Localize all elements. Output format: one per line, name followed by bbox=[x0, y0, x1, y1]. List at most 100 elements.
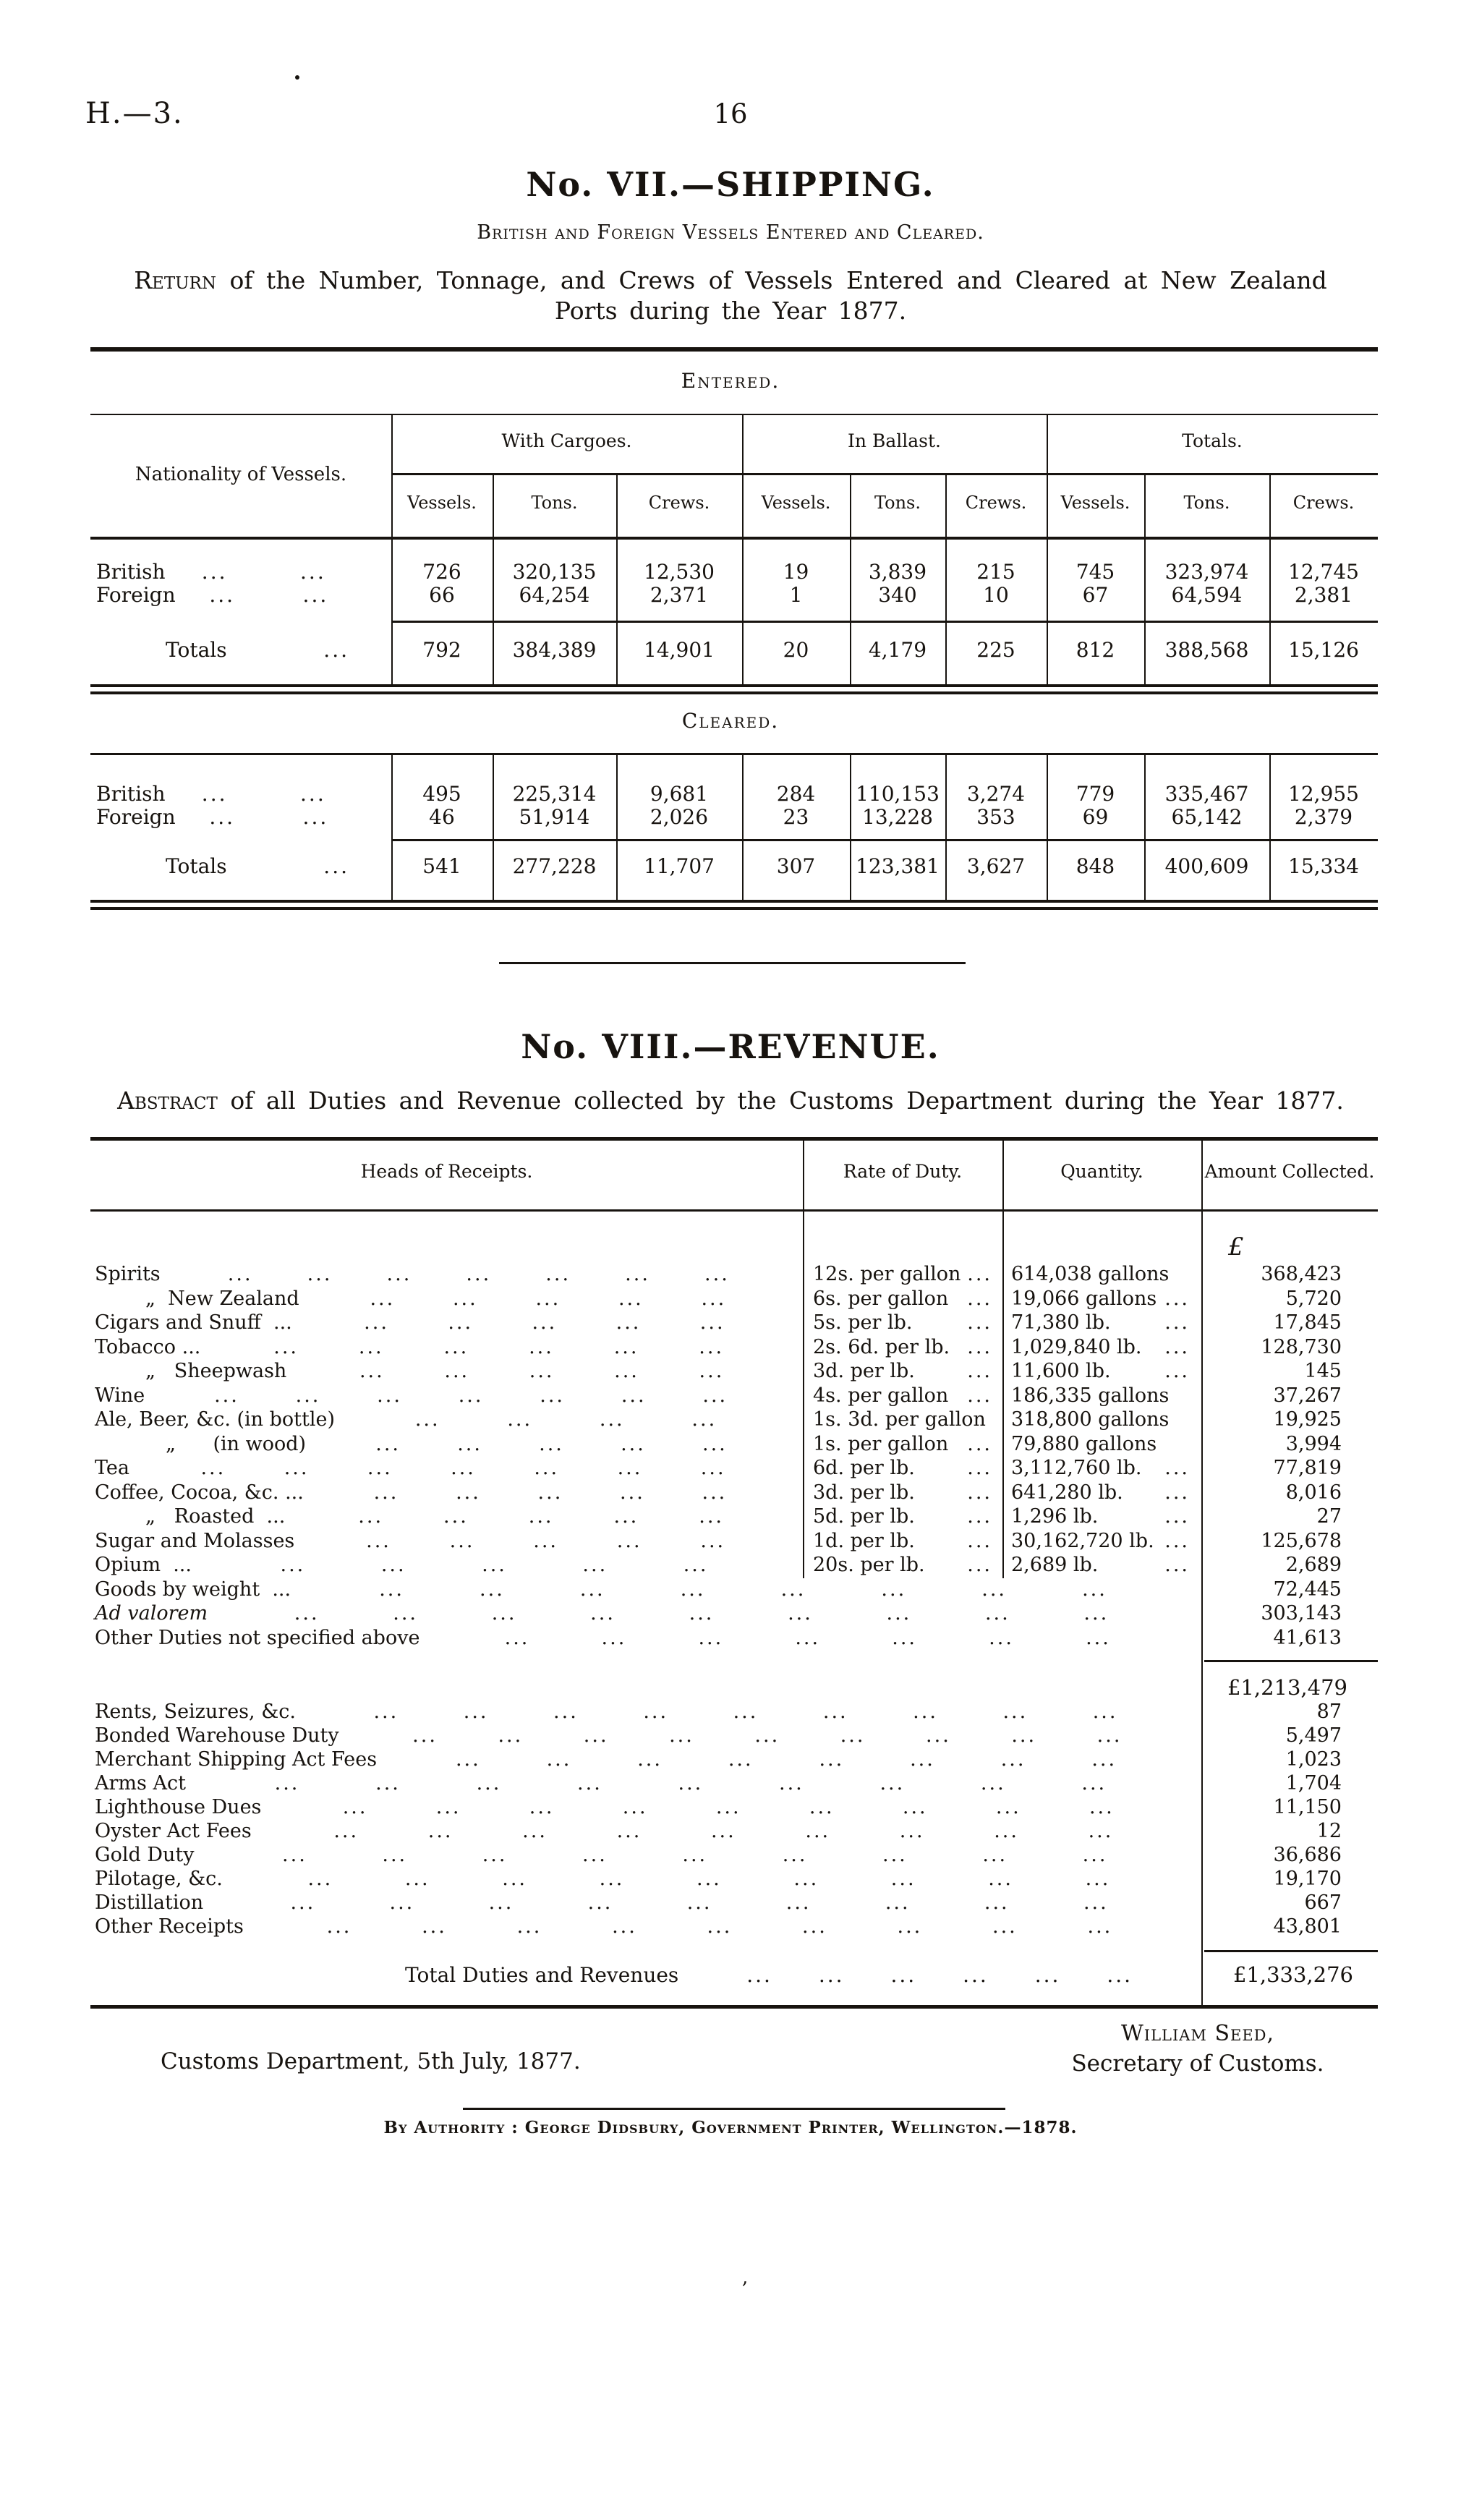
table-row: Other Receipts..........................… bbox=[90, 1915, 1378, 1938]
leader-dots: ... bbox=[967, 1360, 992, 1383]
table-rule bbox=[1201, 1137, 1203, 2005]
head-of-receipt-cell: Ad valorem........................... bbox=[90, 1602, 1201, 1625]
head-of-receipt-cell: „ Sheepwash............... bbox=[90, 1360, 803, 1382]
rate-of-duty-cell: 2s. 6d. per lb.... bbox=[803, 1336, 1002, 1358]
table-rule bbox=[1144, 473, 1146, 684]
leader-dots: ... bbox=[1081, 1772, 1107, 1795]
rate-of-duty-cell: 1s. 3d. per gallon bbox=[803, 1408, 1002, 1431]
leader-dots: ... bbox=[389, 1891, 415, 1914]
abstract-lead-word: Abstract bbox=[117, 1086, 218, 1115]
leader-dots: ... bbox=[382, 1844, 408, 1866]
col-header-crews: Crews. bbox=[648, 493, 710, 513]
head-of-receipt-cell: Cigars and Snuff .................. bbox=[90, 1311, 803, 1334]
head-label: Ad valorem bbox=[95, 1602, 208, 1625]
leader-dots: ... bbox=[367, 1457, 393, 1480]
head-label: Tea bbox=[95, 1457, 129, 1480]
leader-dots: ... bbox=[686, 1891, 712, 1914]
leader-dots: ... bbox=[227, 854, 391, 878]
leader-dots: ... bbox=[302, 804, 329, 829]
leader-dots: ........................... bbox=[261, 1796, 1201, 1818]
table-row: Merchant Shipping Act Fees..............… bbox=[90, 1748, 1378, 1771]
table-cell: 9,681 bbox=[649, 781, 709, 806]
table-cell: 284 bbox=[776, 781, 816, 806]
currency-symbol: £ bbox=[1228, 1233, 1244, 1261]
leader-dots: ... bbox=[529, 1796, 555, 1818]
table-rule bbox=[90, 907, 1378, 910]
fee-label: Arms Act bbox=[95, 1772, 186, 1795]
group-header-in-ballast: In Ballast. bbox=[848, 430, 941, 451]
amount-cell: 43,801 bbox=[1273, 1915, 1342, 1938]
quantity-text: 318,800 gallons bbox=[1011, 1408, 1170, 1431]
table-cell: 3,627 bbox=[966, 854, 1026, 878]
leader-dots: ... bbox=[577, 1772, 602, 1795]
leader-dots: ... bbox=[393, 1602, 418, 1625]
rate-of-duty-cell: 12s. per gallon... bbox=[803, 1263, 1002, 1285]
leader-dots: ... bbox=[516, 1915, 542, 1938]
leader-dots: ... bbox=[1086, 1626, 1111, 1649]
leader-dots: ... bbox=[1000, 1748, 1026, 1771]
leader-dots: ... bbox=[621, 1384, 647, 1407]
table-cell: 812 bbox=[1075, 637, 1115, 662]
leader-dots: ... bbox=[785, 1891, 812, 1914]
leader-dots: ... bbox=[616, 1820, 642, 1842]
head-of-receipt-cell: Ale, Beer, &c. (in bottle)............ bbox=[90, 1408, 803, 1431]
quantity-text: 1,029,840 lb. bbox=[1011, 1335, 1142, 1358]
leader-dots: ... bbox=[621, 1432, 646, 1455]
quantity-text: 1,296 lb. bbox=[1011, 1505, 1099, 1528]
leader-dots: ... bbox=[1082, 1844, 1108, 1866]
leader-dots: ... bbox=[480, 1578, 505, 1601]
leader-dots: ... bbox=[704, 1263, 730, 1286]
table-cell: 69 bbox=[1082, 804, 1109, 829]
table-row: „ Roasted .................. 5d. per lb..… bbox=[90, 1504, 1378, 1529]
leader-dots: ... bbox=[733, 1700, 759, 1723]
head-of-receipt-cell: Sugar and Molasses............... bbox=[90, 1530, 803, 1552]
duties-subtotal-row: £1,213,479 bbox=[90, 1675, 1378, 1701]
table-row: Arms Act........................... 1,704 bbox=[90, 1771, 1378, 1795]
leader-dots: ... bbox=[616, 1529, 642, 1552]
table-rule bbox=[1047, 414, 1048, 684]
quantity-text: 30,162,720 lb. bbox=[1011, 1529, 1154, 1552]
leader-dots: ... bbox=[698, 1626, 724, 1649]
amount-cell: 3,994 bbox=[1285, 1432, 1342, 1455]
table-row: Spirits..................... 12s. per gal… bbox=[90, 1262, 1378, 1287]
table-row: Ad valorem........................... 303… bbox=[90, 1601, 1378, 1626]
table-rule bbox=[90, 684, 1378, 687]
leader-dots: ... bbox=[612, 1915, 637, 1938]
fee-label: Distillation bbox=[95, 1891, 204, 1914]
quantity-cell: 2,689 lb.... bbox=[1002, 1554, 1201, 1576]
leader-dots: ..................... bbox=[129, 1457, 803, 1479]
table-row: Oyster Act Fees.........................… bbox=[90, 1819, 1378, 1843]
leader-dots: ... bbox=[1002, 1700, 1028, 1723]
table-rule bbox=[945, 753, 947, 900]
leader-dots: ............... bbox=[192, 1554, 803, 1576]
table-cell: 2,371 bbox=[649, 582, 709, 607]
quantity-text: 2,689 lb. bbox=[1011, 1554, 1099, 1577]
leader-dots: ... bbox=[989, 1626, 1014, 1649]
table-cell: 123,381 bbox=[856, 854, 940, 878]
leader-dots: ... bbox=[1091, 1748, 1117, 1771]
table-rule bbox=[1144, 753, 1146, 900]
quantity-cell: 1,029,840 lb.... bbox=[1002, 1336, 1201, 1358]
leader-dots: ... bbox=[545, 1263, 571, 1286]
amount-cell: 5,497 bbox=[1285, 1724, 1342, 1747]
amount-cell: 17,845 bbox=[1273, 1311, 1342, 1335]
leader-dots: ...... bbox=[166, 782, 391, 806]
table-rule bbox=[90, 753, 1378, 755]
leader-dots: ... bbox=[754, 1724, 780, 1747]
leader-dots: ... bbox=[379, 1578, 404, 1601]
leader-dots: ... bbox=[488, 1891, 514, 1914]
amount-cell: 72,445 bbox=[1273, 1578, 1342, 1601]
leader-dots: ... bbox=[613, 1505, 639, 1528]
table-rule bbox=[391, 621, 1378, 623]
leader-dots: ............... bbox=[294, 1530, 803, 1552]
table-rule bbox=[90, 691, 1378, 694]
leader-dots: ... bbox=[326, 1915, 352, 1938]
nationality-label: Foreign bbox=[96, 804, 176, 829]
table-rule bbox=[850, 753, 851, 900]
leader-dots: ... bbox=[1164, 1554, 1190, 1577]
table-cell: 384,389 bbox=[512, 637, 597, 662]
leader-dots: ... bbox=[984, 1891, 1010, 1914]
leader-dots: ... bbox=[227, 1263, 253, 1286]
abstract-rest: of all Duties and Revenue collected by t… bbox=[217, 1086, 1344, 1115]
